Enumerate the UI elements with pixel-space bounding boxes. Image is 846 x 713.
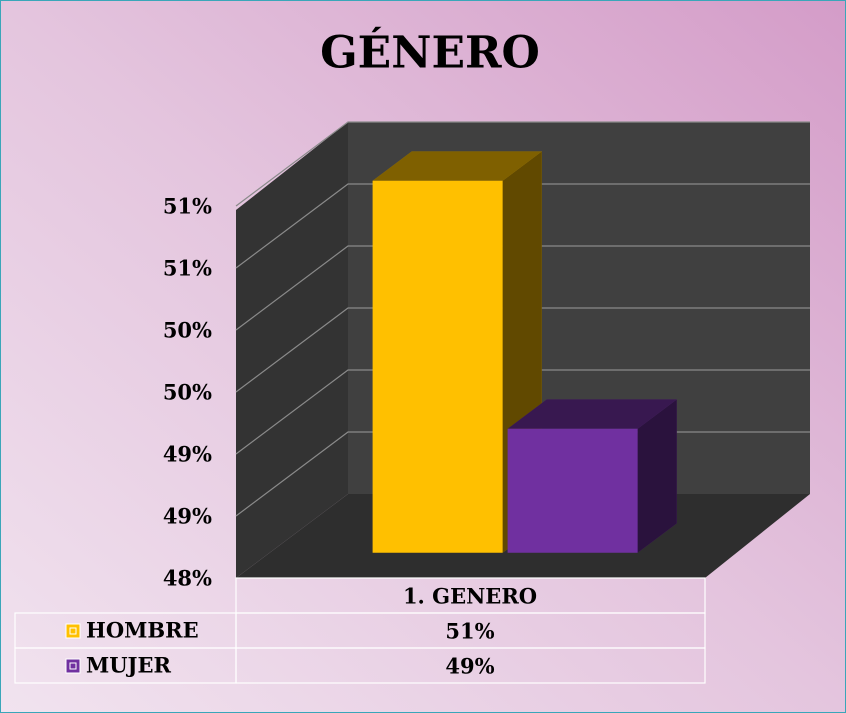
grid-line xyxy=(235,369,810,455)
y-tick-label: 50% xyxy=(163,318,212,343)
bar-top-shade xyxy=(372,151,542,181)
x-category-label: 1. GENERO xyxy=(403,584,537,609)
y-tick-label: 49% xyxy=(163,442,212,467)
grid-line xyxy=(235,307,810,393)
legend-key xyxy=(65,658,81,674)
table-cell xyxy=(235,647,706,684)
y-tick-label: 51% xyxy=(163,256,212,281)
legend-key-center xyxy=(69,662,77,670)
y-tick-label: 48% xyxy=(163,566,212,591)
bar xyxy=(372,180,503,553)
legend-key-center xyxy=(69,627,77,635)
table-value: 51% xyxy=(445,619,494,644)
grid-line xyxy=(235,183,810,269)
bar-side-shade xyxy=(637,399,677,553)
y-tick-label: 50% xyxy=(163,380,212,405)
bar xyxy=(507,428,638,553)
y-tick-label: 49% xyxy=(163,504,212,529)
grid-line xyxy=(235,121,810,207)
data-table xyxy=(14,577,706,684)
legend-label: HOMBRE xyxy=(86,618,199,643)
chart-title: GÉNERO xyxy=(320,26,540,79)
table-value: 49% xyxy=(445,654,494,679)
legend-key xyxy=(65,623,81,639)
y-tick-label: 51% xyxy=(163,194,212,219)
bar-top-shade xyxy=(507,399,677,429)
grid-line xyxy=(235,245,810,331)
legend-label: MUJER xyxy=(86,653,172,678)
